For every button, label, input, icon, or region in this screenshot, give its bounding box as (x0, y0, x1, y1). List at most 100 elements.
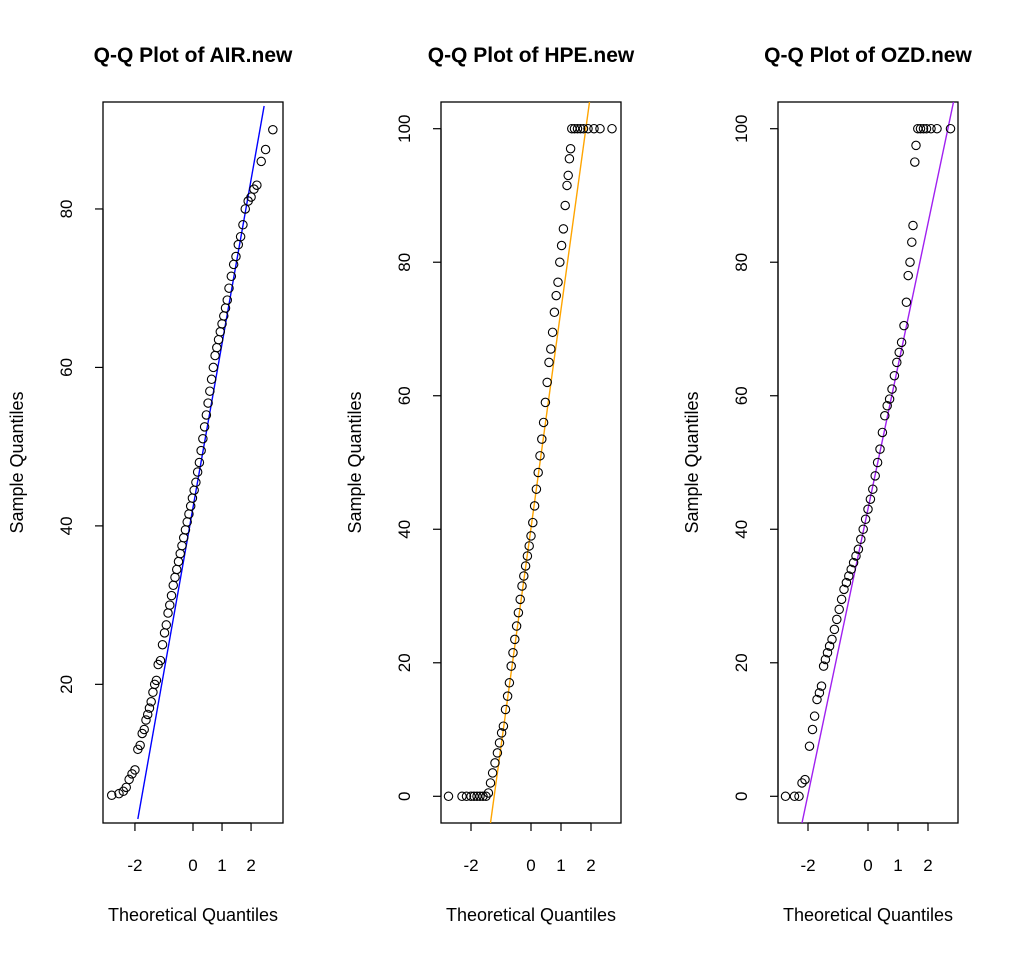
data-point (551, 290, 561, 301)
data-point (203, 398, 213, 408)
data-point (130, 765, 140, 775)
data-point (163, 608, 173, 618)
data-point (168, 580, 179, 591)
data-point (166, 590, 177, 601)
data-point (502, 691, 513, 701)
data-point (595, 123, 605, 134)
data-point (932, 123, 942, 134)
data-point (139, 724, 149, 735)
data-point (887, 384, 897, 394)
data-point (834, 604, 844, 615)
data-point (553, 277, 563, 287)
data-point (800, 774, 810, 785)
data-point (483, 788, 494, 798)
y-tick-label: 40 (732, 520, 751, 539)
data-point (818, 661, 829, 671)
x-axis-label-air: Theoretical Quantiles (108, 905, 278, 925)
y-tick-label: 100 (395, 115, 414, 143)
data-point (531, 484, 542, 494)
data-point (872, 457, 883, 468)
data-point (583, 123, 593, 134)
data-point (212, 342, 222, 353)
data-point (487, 768, 498, 778)
data-point (231, 251, 241, 262)
data-point (506, 661, 516, 671)
y-axis-label-hpe: Sample Quantiles (345, 391, 365, 533)
data-point (880, 411, 890, 421)
data-point (544, 357, 554, 368)
data-point (268, 124, 278, 135)
data-point (889, 370, 900, 381)
data-point (851, 551, 861, 561)
data-point (457, 791, 467, 802)
panel-hpe: Q-Q Plot of HPE.new-2 0 1 2020406080100Theo… (345, 44, 635, 925)
data-point (807, 724, 818, 735)
data-point (146, 697, 156, 707)
chart-title-hpe: Q-Q Plot of HPE.new (428, 44, 635, 67)
x-tick-label: 0 (863, 856, 872, 875)
data-point (529, 501, 540, 511)
panel-ozd: Q-Q Plot of OZD.new-2 0 1 2020406080100Theo… (682, 44, 972, 925)
data-point (141, 715, 151, 725)
data-point (235, 231, 246, 242)
data-point (926, 123, 936, 134)
data-point (911, 140, 921, 151)
data-point (135, 740, 145, 751)
data-point (496, 728, 507, 738)
data-point (907, 237, 917, 247)
data-point (192, 467, 203, 477)
data-point (124, 774, 134, 785)
x-tick-label: -2 (463, 856, 478, 875)
data-point (870, 471, 880, 481)
data-point (555, 257, 565, 267)
data-point (945, 123, 956, 134)
x-axis-label-ozd: Theoretical Quantiles (783, 905, 953, 925)
qq-reference-line-ozd (801, 102, 955, 823)
data-point (848, 557, 859, 568)
y-axis-label-ozd: Sample Quantiles (682, 391, 702, 533)
x-tick-label: 2 (923, 856, 932, 875)
data-point (832, 614, 842, 625)
data-point (827, 634, 837, 645)
data-point (863, 504, 873, 514)
data-point (490, 758, 500, 768)
data-point (498, 721, 509, 731)
y-tick-label: 20 (395, 653, 414, 672)
data-point (780, 791, 791, 802)
chart-title-air: Q-Q Plot of AIR.new (94, 44, 293, 67)
data-point (222, 295, 233, 305)
data-point (226, 271, 237, 282)
x-tick-label: 0 (188, 856, 197, 875)
data-point (170, 572, 180, 583)
data-point (504, 678, 515, 688)
data-point (171, 564, 182, 575)
data-point (556, 240, 567, 251)
x-tick-label: 0 (526, 856, 535, 875)
data-point (178, 533, 189, 543)
x-tick-label: -2 (127, 856, 142, 875)
data-point (196, 445, 206, 456)
x-tick-label: 2 (246, 856, 255, 875)
y-tick-label: 60 (57, 358, 76, 377)
data-point (829, 624, 840, 635)
data-point (469, 791, 479, 802)
data-point (841, 577, 852, 588)
data-point (853, 544, 864, 555)
data-point (549, 307, 560, 318)
data-point (199, 422, 210, 432)
data-point (144, 703, 155, 713)
y-tick-label: 60 (395, 386, 414, 405)
data-point (812, 694, 822, 705)
data-point (565, 143, 576, 154)
data-point (575, 123, 586, 134)
data-point (896, 337, 907, 348)
data-point (865, 494, 876, 504)
data-point (564, 153, 575, 164)
data-point (882, 401, 892, 411)
data-point (191, 477, 201, 488)
data-point (517, 581, 527, 591)
x-tick-label: 2 (586, 856, 595, 875)
data-point (175, 548, 185, 559)
data-point (846, 564, 856, 575)
